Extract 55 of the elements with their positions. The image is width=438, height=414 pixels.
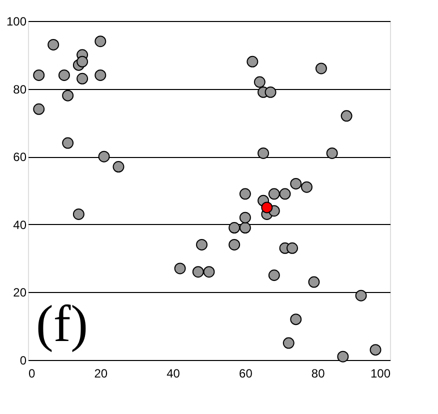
point [340,110,352,122]
point [72,208,84,220]
point [268,270,280,281]
point [203,266,215,278]
point [174,262,186,274]
point [192,266,204,278]
point [355,290,367,302]
point [76,72,88,84]
point [254,76,266,88]
point [258,147,270,159]
x-tick-label: 100 [370,366,391,380]
x-tick-label: 60 [239,366,253,380]
point [76,56,88,68]
point [33,70,45,81]
y-tick-label: 40 [13,218,27,232]
x-tick-label: 80 [311,366,326,380]
annotation: (f) [36,296,88,353]
point [62,137,74,149]
point [264,86,276,98]
point [228,222,240,234]
point [239,188,251,200]
point [290,178,302,190]
point [48,38,60,50]
y-tick-label: 20 [13,286,27,300]
point [112,161,124,173]
point [315,62,327,74]
y-tick-label: 60 [13,150,27,164]
point [268,188,280,200]
point [282,337,294,349]
point [337,350,349,362]
y-tick-label: 80 [13,82,27,96]
point [196,239,208,250]
point [300,181,312,193]
point [370,344,382,356]
point [98,150,110,162]
x-tick-label: 20 [94,366,108,380]
point [261,202,273,214]
point [308,276,320,288]
point [279,188,291,200]
point [246,56,258,68]
x-tick-label: 40 [166,366,180,380]
point [94,70,106,81]
point [94,36,106,48]
point [286,242,298,254]
point [58,70,70,81]
point [239,222,251,234]
point [326,147,338,159]
point [228,239,240,250]
y-tick-label: 0 [20,354,27,368]
point [62,90,74,102]
point [290,314,302,326]
point [33,103,45,115]
point [239,212,251,224]
y-tick-label: 100 [6,14,27,28]
x-tick-label: 0 [28,366,36,380]
